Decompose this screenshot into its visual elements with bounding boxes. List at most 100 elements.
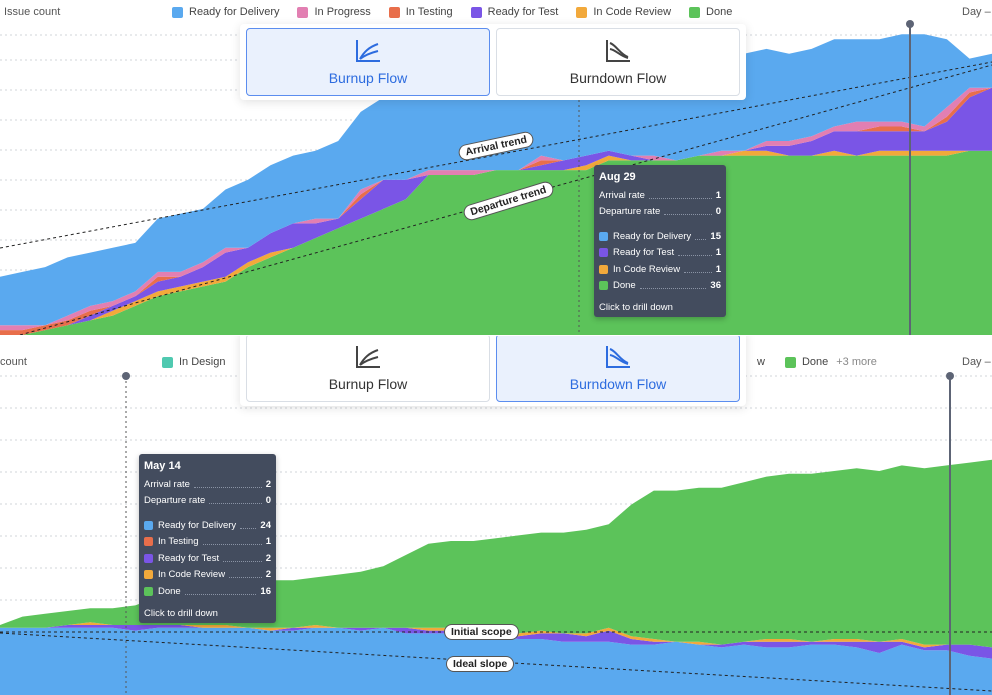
ideal-slope-label: Ideal slope [446, 656, 515, 672]
legend-item[interactable]: Ready for Delivery [172, 6, 279, 18]
tooltip-row: Ready for Test 1 [594, 245, 726, 262]
legend-more-link[interactable]: +3 more [836, 356, 877, 368]
tooltip-swatch [599, 248, 608, 258]
legend-label: Done [706, 6, 733, 18]
data-tooltip[interactable]: Aug 29 Arrival rate 1 Departure rate 0 Ready … [594, 165, 726, 317]
legend-label-partial: w [757, 356, 765, 368]
burndown-flow-label: Burndown Flow [569, 376, 667, 392]
tooltip-value: 1 [715, 247, 721, 259]
tooltip-value: 0 [265, 495, 271, 507]
burndown-flow-label: Burndown Flow [569, 70, 667, 86]
burndown-chart-icon [606, 346, 630, 368]
day-label[interactable]: Day – [962, 6, 991, 18]
legend-item[interactable]: Ready for Test [470, 6, 559, 18]
legend-item[interactable]: In Progress [297, 6, 371, 18]
tooltip-value: 2 [265, 478, 271, 490]
burnup-flow-button[interactable]: Burnup Flow [246, 336, 490, 402]
legend-label: Ready for Test [487, 6, 559, 18]
burnup-flow-label: Burnup Flow [328, 376, 408, 392]
tooltip-label: In Code Review [613, 263, 681, 275]
tooltip-swatch [144, 570, 153, 580]
burnup-chart-icon [356, 40, 380, 62]
data-tooltip[interactable]: May 14 Arrival rate 2 Departure rate 0 Ready … [139, 454, 276, 623]
ideal-slope-line [0, 632, 992, 692]
legend-swatch [388, 6, 400, 18]
burnup-flow-button[interactable]: Burnup Flow [246, 28, 490, 96]
legend-item[interactable]: Done [784, 356, 829, 368]
tooltip-value: 16 [260, 585, 271, 597]
tooltip-swatch [144, 520, 153, 530]
chart-legend-right: w Done +3 more [757, 356, 877, 368]
tooltip-row: Done 16 [139, 583, 276, 600]
area-series-in-progress[interactable] [0, 87, 992, 331]
chart-legend: Ready for Delivery In Progress In Testing R… [172, 6, 750, 18]
tooltip-label: Ready for Delivery [613, 230, 692, 242]
tooltip-swatch [599, 231, 608, 241]
tooltip-row: Ready for Test 2 [139, 550, 276, 567]
burnup-chart-panel: Issue count Ready for Delivery In Progres… [0, 0, 992, 335]
tooltip-label: Done [158, 585, 181, 597]
tooltip-value: 1 [715, 189, 721, 201]
tooltip-value: 2 [265, 552, 271, 564]
legend-swatch [172, 6, 183, 18]
area-series-ready-for-delivery[interactable] [0, 34, 992, 326]
tooltip-swatch [599, 281, 608, 291]
tooltip-row: Ready for Delivery 24 [139, 517, 276, 534]
legend-swatch [784, 356, 796, 368]
tooltip-value: 15 [710, 230, 721, 242]
burndown-chart-icon [606, 40, 630, 62]
view-toggle: Burnup Flow Burndown Flow [240, 336, 746, 406]
tooltip-label: In Code Review [158, 569, 226, 581]
legend-item[interactable]: In Testing [388, 6, 453, 18]
tooltip-label: Done [613, 280, 636, 292]
legend-item[interactable]: Done [689, 6, 732, 18]
legend-label: In Code Review [593, 6, 672, 18]
area-series-in-code-review[interactable] [0, 150, 992, 335]
burndown-flow-button[interactable]: Burndown Flow [496, 336, 740, 402]
tooltip-date: Aug 29 [599, 171, 636, 183]
area-series-in-code-review[interactable] [0, 622, 992, 648]
tooltip-label: Departure rate [144, 495, 206, 507]
y-axis-label: Issue count [4, 6, 61, 18]
tooltip-value: 1 [715, 263, 721, 275]
legend-label: In Design [179, 356, 226, 368]
burnup-chart[interactable] [0, 0, 992, 335]
tooltip-label: In Testing [158, 536, 199, 548]
drill-down-link[interactable]: Click to drill down [599, 302, 673, 313]
legend-swatch [162, 356, 173, 368]
tooltip-value: 24 [260, 519, 271, 531]
tooltip-value: 0 [715, 206, 721, 218]
drill-down-link[interactable]: Click to drill down [144, 607, 218, 619]
area-series-done[interactable] [0, 150, 992, 335]
tooltip-label: Departure rate [599, 206, 661, 218]
burndown-chart-panel: count In Design w Done +3 more Day – Ini… [0, 336, 992, 695]
legend-swatch [297, 6, 309, 18]
tooltip-label: Ready for Test [158, 552, 220, 564]
tooltip-row: In Code Review 2 [139, 567, 276, 584]
area-series-in-testing[interactable] [0, 87, 992, 335]
initial-scope-label: Initial scope [444, 624, 519, 640]
today-marker-handle[interactable] [906, 20, 914, 28]
legend-item[interactable]: In Code Review [576, 6, 671, 18]
tooltip-label: Arrival rate [599, 189, 645, 201]
legend-swatch [470, 6, 482, 18]
day-label[interactable]: Day – [962, 356, 991, 368]
hover-marker-handle[interactable] [122, 372, 130, 380]
legend-swatch [689, 6, 701, 18]
tooltip-swatch [599, 264, 608, 274]
today-marker-handle[interactable] [946, 372, 954, 380]
tooltip-row: Departure rate 0 [594, 204, 726, 221]
tooltip-label: Ready for Delivery [158, 519, 237, 531]
legend-label: In Testing [405, 6, 453, 18]
tooltip-row: Ready for Delivery 15 [594, 228, 726, 245]
burndown-flow-button[interactable]: Burndown Flow [496, 28, 740, 96]
legend-label: Done [801, 356, 829, 368]
tooltip-row: Arrival rate 1 [594, 187, 726, 204]
burnup-flow-label: Burnup Flow [328, 70, 408, 86]
chart-legend-left: In Design [162, 356, 243, 368]
tooltip-swatch [144, 553, 153, 563]
y-axis-label: count [0, 356, 27, 368]
legend-item[interactable]: In Design [162, 356, 225, 368]
tooltip-row: Done 36 [594, 278, 726, 295]
tooltip-value: 2 [265, 569, 271, 581]
